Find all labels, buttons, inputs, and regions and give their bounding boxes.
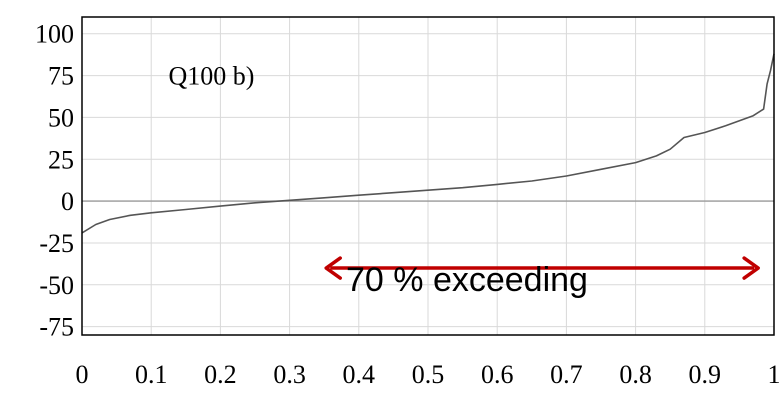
y-tick-label: 50 — [48, 103, 74, 132]
y-tick-label: 0 — [61, 187, 74, 216]
panel-label: Q100 b) — [169, 62, 255, 91]
annotation-arrowhead-left — [324, 256, 342, 280]
series-layer — [81, 53, 775, 234]
x-tick-label: 0.5 — [412, 360, 445, 389]
x-tick-label: 0.8 — [619, 360, 652, 389]
y-tick-label: 75 — [48, 62, 74, 91]
x-tick-label: 0 — [76, 360, 89, 389]
x-tick-label: 0.3 — [273, 360, 306, 389]
x-tick-label: 0.2 — [204, 360, 237, 389]
x-tick-label: 0.4 — [343, 360, 376, 389]
y-tick-label: -75 — [39, 313, 74, 342]
x-tick-label: 0.1 — [135, 360, 168, 389]
y-tick-label: 100 — [35, 20, 74, 49]
tick-label-layer: 0 0.1 0.2 0.3 0.4 0.5 0.6 0.7 0.8 0.9 11007550250-… — [35, 20, 780, 389]
annotation-arrowhead-right — [742, 256, 760, 280]
x-tick-label: 1 — [768, 360, 780, 389]
x-tick-label: 0.9 — [689, 360, 722, 389]
y-tick-label: -25 — [39, 229, 74, 258]
x-tick-label: 0.7 — [550, 360, 583, 389]
x-tick-label: 0.6 — [481, 360, 514, 389]
y-tick-label: -50 — [39, 271, 74, 300]
series-line — [81, 53, 775, 234]
annotation-text: 70 % exceeding — [346, 261, 588, 299]
annotation-layer — [324, 256, 760, 280]
plot-frame — [81, 16, 775, 336]
y-tick-label: 25 — [48, 145, 74, 174]
